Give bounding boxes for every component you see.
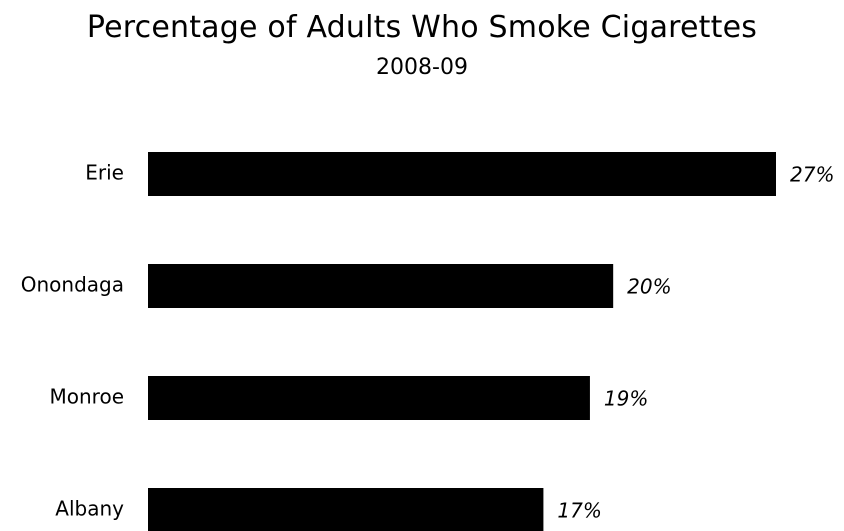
value-label: 20%: [627, 275, 671, 299]
value-label: 17%: [557, 499, 601, 523]
bar: [148, 376, 590, 420]
category-label: Erie: [85, 161, 124, 185]
bar-group-albany: Albany 17%: [55, 488, 602, 531]
chart-subtitle: 2008-09: [376, 55, 468, 80]
bar-group-monroe: Monroe 19%: [50, 376, 648, 420]
category-label: Onondaga: [21, 273, 124, 297]
bar-group-onondaga: Onondaga 20%: [21, 264, 672, 308]
bar: [148, 264, 614, 308]
bar: [148, 152, 776, 196]
bar: [148, 488, 544, 531]
value-label: 19%: [604, 387, 648, 411]
chart-title: Percentage of Adults Who Smoke Cigarette…: [86, 10, 758, 45]
category-label: Monroe: [50, 385, 125, 409]
bar-group-erie: Erie 27%: [85, 152, 834, 196]
value-label: 27%: [790, 163, 834, 187]
category-label: Albany: [55, 497, 124, 521]
